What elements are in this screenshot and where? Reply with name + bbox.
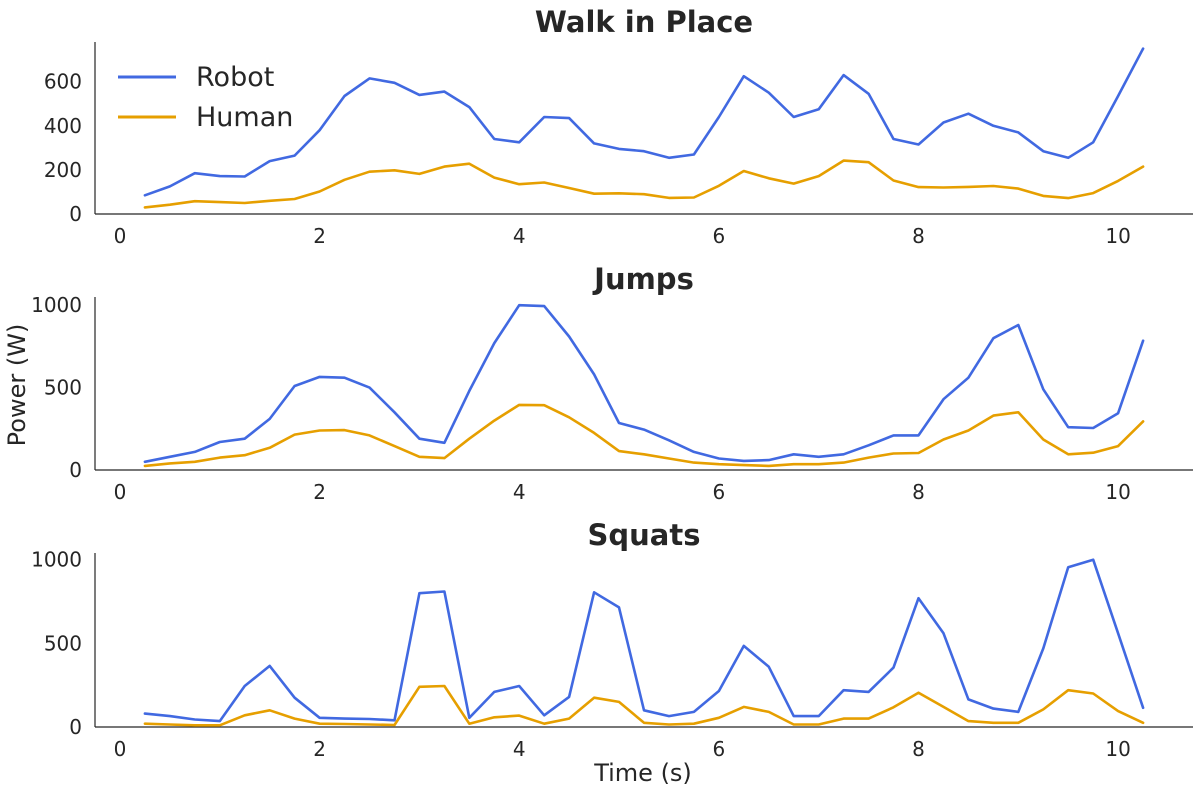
y-tick-label: 0 [69, 458, 82, 482]
legend-label-robot: Robot [196, 62, 274, 93]
x-tick-label: 10 [1105, 480, 1130, 504]
x-tick-label: 2 [313, 737, 326, 761]
panel-jumps: Jumps 0 500 1000 0 2 4 6 8 10 [31, 262, 1193, 504]
y-tick-label: 400 [44, 114, 82, 138]
x-tick-label: 8 [912, 737, 925, 761]
x-tick-label: 0 [114, 480, 127, 504]
panel-walk-in-place: Walk in Place 0 200 400 600 0 2 4 6 8 10 [44, 5, 1193, 248]
y-tick-label: 1000 [31, 548, 82, 572]
x-tick-label: 10 [1105, 737, 1130, 761]
x-tick-label: 6 [712, 224, 725, 248]
series-line-human [143, 684, 1145, 727]
panel-title: Jumps [592, 262, 694, 296]
series-line-human [143, 159, 1145, 209]
x-tick-label: 4 [513, 480, 526, 504]
x-tick-label: 4 [513, 224, 526, 248]
y-axis-label: Power (W) [3, 324, 31, 447]
series-line-robot [143, 47, 1145, 197]
x-tick-label: 6 [712, 737, 725, 761]
x-tick-label: 2 [313, 224, 326, 248]
y-tick-label: 500 [44, 376, 82, 400]
x-tick-label: 10 [1105, 224, 1130, 248]
y-tick-label: 1000 [31, 293, 82, 317]
x-tick-label: 0 [114, 224, 127, 248]
x-tick-label: 2 [313, 480, 326, 504]
legend-label-human: Human [196, 102, 293, 133]
y-tick-label: 0 [69, 715, 82, 739]
x-tick-label: 4 [513, 737, 526, 761]
x-tick-label: 0 [114, 737, 127, 761]
x-tick-label: 6 [712, 480, 725, 504]
panel-title: Squats [588, 518, 701, 552]
series-line-human [143, 403, 1145, 468]
x-tick-label: 8 [912, 480, 925, 504]
x-tick-label: 8 [912, 224, 925, 248]
legend: Robot Human [118, 62, 293, 133]
y-tick-label: 200 [44, 158, 82, 182]
y-tick-label: 600 [44, 70, 82, 94]
series-line-robot [143, 303, 1145, 464]
series-line-robot [143, 558, 1145, 723]
x-axis-label: Time (s) [593, 759, 692, 787]
panel-squats: Squats 0 500 1000 0 2 4 6 8 10 [31, 518, 1193, 761]
y-tick-label: 0 [69, 202, 82, 226]
panel-title: Walk in Place [535, 5, 753, 39]
y-tick-label: 500 [44, 631, 82, 655]
